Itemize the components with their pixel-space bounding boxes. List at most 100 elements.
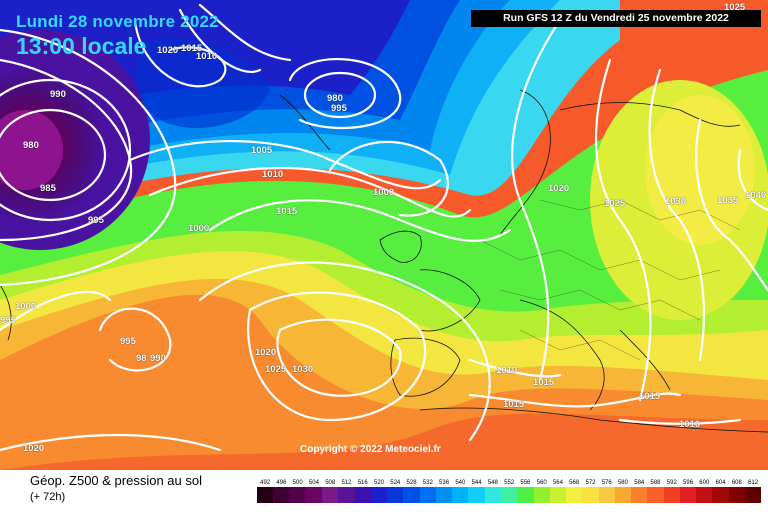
scale-swatch: [419, 487, 436, 503]
isobar-label: 995: [120, 336, 136, 347]
isobar-1025: [247, 291, 427, 422]
isobar-1020-gl: [133, 18, 227, 88]
scale-swatch: [614, 487, 632, 503]
scale-label: 516: [357, 480, 368, 486]
isobar-980-ice: [303, 71, 377, 119]
isobar-label: 995: [0, 315, 16, 326]
scale-label: 528: [406, 480, 417, 486]
isobar-label: 1030: [665, 196, 687, 207]
coast-north-africa: [419, 407, 768, 433]
scale-label: 500: [292, 480, 303, 486]
scale-label: 540: [455, 480, 466, 486]
isobar-1000-west: [0, 290, 112, 332]
isobar-label: 1025: [265, 364, 287, 375]
border-line-1: [479, 239, 721, 281]
legend-subtitle: (+ 72h): [30, 491, 66, 503]
isobar-980: [0, 108, 107, 202]
scale-swatch: [647, 487, 664, 503]
scale-label: 536: [439, 480, 450, 486]
map-canvas: [0, 0, 768, 470]
coast-france: [419, 269, 481, 332]
forecast-time: 13:00 locale: [16, 33, 147, 59]
isobar-label: 1010: [496, 365, 518, 376]
scale-swatch: [403, 487, 420, 503]
scale-label: 520: [373, 480, 384, 486]
scale-swatch: [631, 487, 648, 503]
isobar-1015: [208, 199, 512, 242]
scale-swatch: [598, 487, 615, 503]
coast-finland: [559, 102, 741, 127]
scale-label: 548: [487, 480, 498, 486]
forecast-date: Lundi 28 novembre 2022: [16, 12, 219, 31]
isobar-995-ice: [288, 58, 402, 129]
scale-swatch: [517, 487, 534, 503]
isobar-1040-eu: [737, 148, 768, 212]
isobar-label: 1020: [255, 347, 277, 358]
scale-label: 596: [683, 480, 694, 486]
scale-swatch: [354, 487, 371, 503]
isobar-1020-az: [198, 261, 491, 442]
scale-label: 552: [504, 480, 515, 486]
scale-label: 612: [748, 480, 759, 486]
isobar-1035-eu: [695, 118, 768, 292]
scale-label: 524: [390, 480, 401, 486]
scale-label: 492: [260, 480, 271, 486]
isobar-label: 1015: [503, 399, 525, 410]
isobar-985: [0, 78, 132, 222]
scale-label: 568: [569, 480, 580, 486]
isobar-label: 980: [23, 140, 39, 151]
scale-label: 592: [666, 480, 677, 486]
border-line-4: [519, 329, 641, 361]
run-banner: Run GFS 12 Z du Vendredi 25 novembre 202…: [471, 10, 761, 27]
coast-newfoundland: [0, 284, 12, 341]
isobar-1010-med: [468, 358, 562, 378]
scale-label: 508: [325, 480, 336, 486]
scale-label: 496: [276, 480, 287, 486]
isobar-1025-eu: [594, 58, 652, 402]
scale-label: 512: [341, 480, 352, 486]
isobar-label: 1000: [188, 223, 210, 234]
isobar-1010-gl: [198, 3, 292, 62]
scale-label: 556: [520, 480, 531, 486]
isobar-1030: [276, 318, 402, 397]
scale-label: 584: [634, 480, 645, 486]
isobar-label: 1000: [15, 301, 37, 312]
isobar-label: 1010: [679, 419, 701, 430]
isobar-label: 1020: [157, 45, 179, 56]
isobar-label: 990: [150, 353, 166, 364]
isobar-1020-eu: [511, 18, 562, 382]
scale-label: 588: [650, 480, 661, 486]
scale-swatch: [305, 487, 323, 503]
isobar-1010: [148, 166, 472, 218]
scale-swatch: [696, 487, 713, 503]
isobars: [0, 3, 768, 452]
legend-panel: Géop. Z500 & pression au sol (+ 72h) 492…: [0, 470, 768, 512]
scale-label: 504: [308, 480, 319, 486]
isobar-1000-uk: [328, 140, 449, 217]
scale-swatch: [435, 487, 453, 503]
scale-label: 580: [617, 480, 628, 486]
isobar-label: 1015: [639, 391, 661, 402]
isobar-label: 1015: [533, 377, 555, 388]
scale-swatch: [468, 487, 485, 503]
isobar-1020-sw: [0, 433, 222, 452]
copyright-notice: Copyright © 2022 Meteociel.fr: [300, 444, 441, 455]
isobar-label: 1015: [276, 206, 298, 217]
legend-title: Géop. Z500 & pression au sol: [30, 473, 202, 488]
isobar-995-south: [98, 307, 172, 372]
coast-scandinavia-west: [499, 89, 551, 236]
scale-swatch: [289, 487, 306, 503]
isobar-label: 980: [327, 93, 343, 104]
isobar-label: 1015: [181, 43, 203, 54]
scale-swatch: [582, 487, 599, 503]
scale-label: 572: [585, 480, 596, 486]
isobar-label: 1040: [745, 190, 767, 201]
scale-swatch: [728, 487, 745, 503]
field-east-high-core: [645, 95, 755, 245]
isobar-label: 1020: [23, 443, 45, 454]
scale-swatch: [744, 487, 762, 503]
scale-label: 576: [601, 480, 612, 486]
scale-label: 564: [552, 480, 563, 486]
isobar-label: 995: [331, 103, 347, 114]
coast-iberia: [390, 337, 461, 397]
